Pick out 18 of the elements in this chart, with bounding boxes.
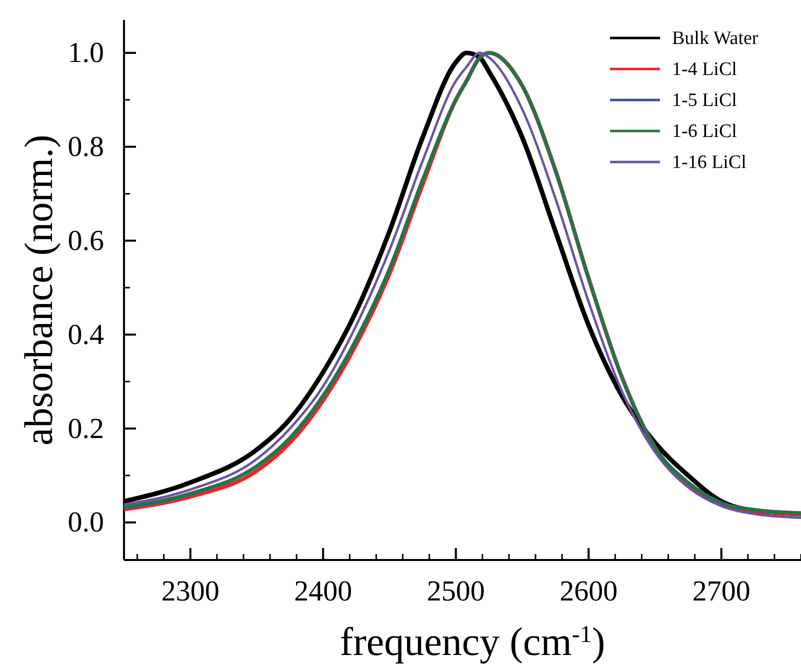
legend-label: 1-4 LiCl (672, 59, 737, 80)
y-tick-label: 0.8 (68, 131, 104, 164)
y-tick-label: 0.4 (68, 318, 104, 351)
legend-label: Bulk Water (672, 28, 759, 49)
x-tick-label: 2400 (294, 576, 352, 608)
x-tick-label: 2500 (426, 576, 485, 608)
y-tick-label: 0.2 (68, 412, 104, 445)
x-tick-label: 2700 (692, 576, 750, 608)
y-tick-label: 1.0 (68, 37, 104, 70)
legend-label: 1-6 LiCl (672, 121, 737, 142)
y-axis-title: absorbance (norm.) (16, 134, 61, 446)
legend-label: 1-16 LiCl (672, 152, 746, 173)
x-tick-label: 2600 (560, 576, 618, 608)
y-tick-label: 0.0 (68, 506, 104, 539)
y-tick-label: 0.6 (68, 224, 104, 257)
x-axis-title: frequency (cm$^{-1}$) (340, 619, 606, 664)
x-tick-label: 2300 (161, 576, 220, 608)
legend-label: 1-5 LiCl (672, 90, 737, 111)
